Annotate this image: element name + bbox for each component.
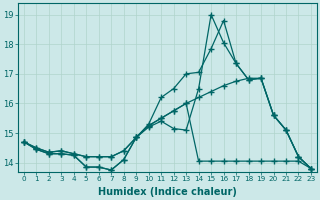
- X-axis label: Humidex (Indice chaleur): Humidex (Indice chaleur): [98, 187, 237, 197]
